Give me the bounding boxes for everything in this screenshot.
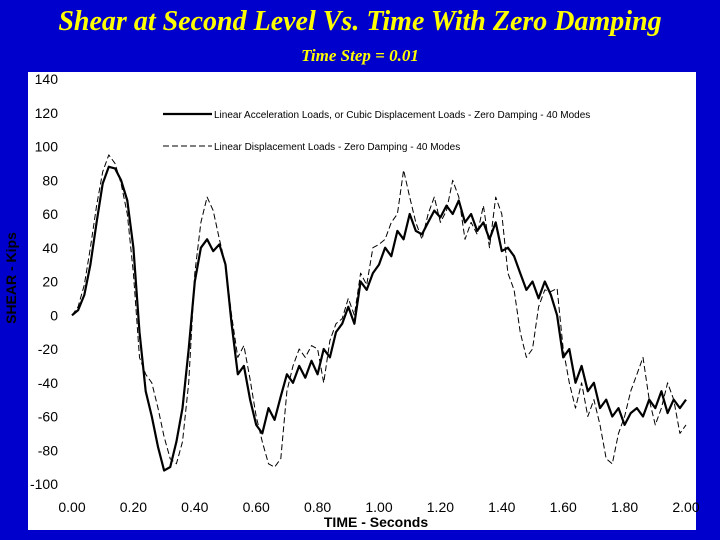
x-tick-label: 1.20 xyxy=(427,499,454,515)
x-tick-label: 1.80 xyxy=(611,499,638,515)
legend-entry: Linear Acceleration Loads, or Cubic Disp… xyxy=(214,110,590,121)
legend-entry: Linear Displacement Loads - Zero Damping… xyxy=(214,142,460,153)
y-tick-label: -20 xyxy=(38,341,58,357)
x-axis-title: TIME - Seconds xyxy=(324,514,428,530)
x-tick-label: 0.40 xyxy=(181,499,208,515)
y-tick-label: 40 xyxy=(42,240,58,256)
y-tick-label: -40 xyxy=(38,375,58,391)
x-tick-label: 1.00 xyxy=(365,499,392,515)
chart-area xyxy=(28,72,696,530)
x-tick-label: 2.00 xyxy=(672,499,699,515)
y-tick-label: -80 xyxy=(38,442,58,458)
y-tick-label: -60 xyxy=(38,409,58,425)
chart-title: Shear at Second Level Vs. Time With Zero… xyxy=(58,6,662,37)
chart-subtitle: Time Step = 0.01 xyxy=(301,46,419,65)
series-line-dashed xyxy=(71,154,687,468)
y-axis: 140 120 100 80 60 40 20 0 -20 -40 -60 -80 -100 xyxy=(30,71,58,492)
y-tick-label: 100 xyxy=(35,139,59,155)
series-group xyxy=(71,154,687,472)
y-tick-label: 60 xyxy=(42,206,58,222)
y-tick-label: 120 xyxy=(35,105,59,121)
y-tick-label: -100 xyxy=(30,476,58,492)
x-tick-label: 1.60 xyxy=(550,499,577,515)
y-tick-label: 140 xyxy=(35,71,59,87)
x-tick-label: 0.80 xyxy=(304,499,331,515)
x-tick-label: 0.20 xyxy=(120,499,147,515)
x-tick-label: 1.40 xyxy=(488,499,515,515)
y-axis-title: SHEAR - Kips xyxy=(3,232,19,324)
y-tick-label: 80 xyxy=(42,172,58,188)
x-axis: 0.00 0.20 0.40 0.60 0.80 1.00 1.20 1.40 1.60 1.80… xyxy=(58,499,699,515)
series-line-solid xyxy=(71,165,687,472)
y-tick-label: 0 xyxy=(50,307,58,323)
y-tick-label: 20 xyxy=(42,274,58,290)
legend: Linear Acceleration Loads, or Cubic Disp… xyxy=(163,110,590,153)
x-tick-label: 0.00 xyxy=(58,499,85,515)
x-tick-label: 0.60 xyxy=(243,499,270,515)
